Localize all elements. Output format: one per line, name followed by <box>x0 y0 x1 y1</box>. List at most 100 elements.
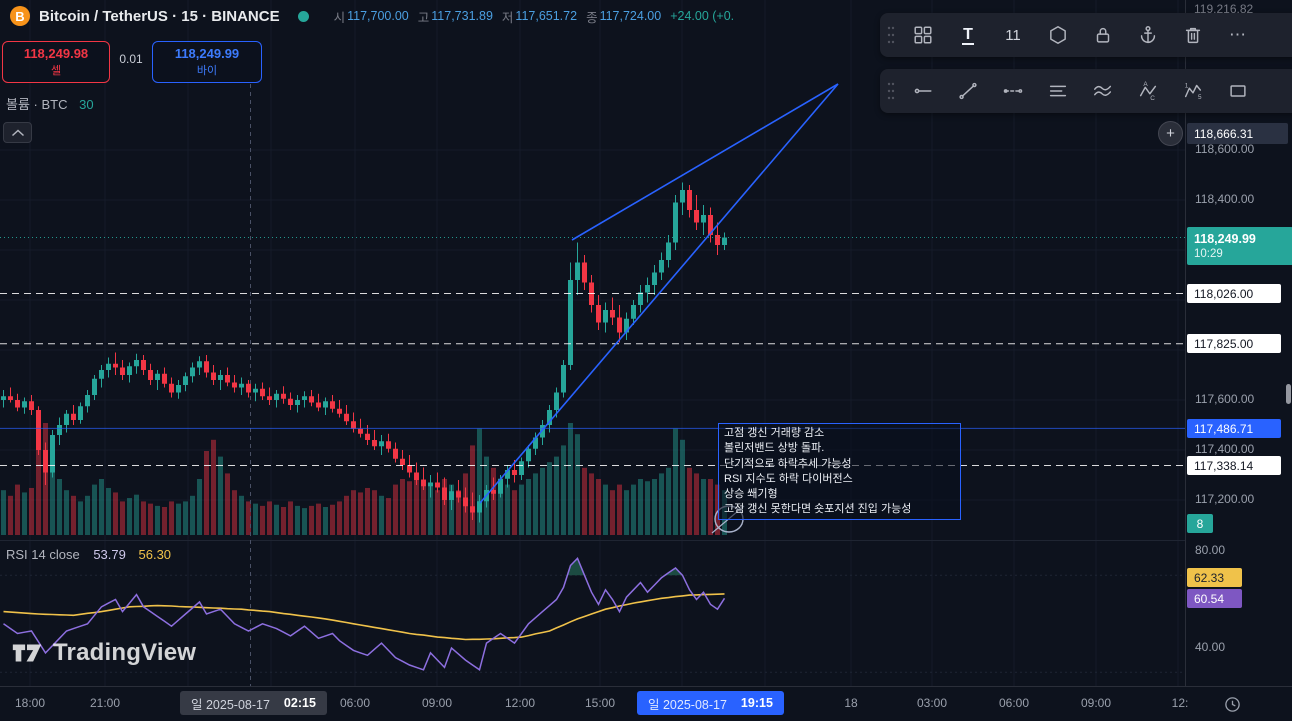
bitcoin-logo-icon[interactable]: B <box>10 6 30 26</box>
more-options-icon[interactable]: ⋯ <box>1218 17 1258 53</box>
buy-label: 바이 <box>196 65 218 77</box>
rsi-overbought-fill <box>567 558 683 576</box>
high-label: 고 <box>417 10 430 25</box>
market-status-icon[interactable] <box>297 10 309 22</box>
trend-line-icon[interactable] <box>948 73 988 109</box>
current-bar-time-label: 일 2025-08-17 19:15 <box>637 691 784 715</box>
dashed-line-icon[interactable] <box>993 73 1033 109</box>
chart-header: B Bitcoin / TetherUS · 15 · BINANCE 시 117… <box>10 6 734 26</box>
polygon-icon[interactable] <box>1038 17 1078 53</box>
trash-icon[interactable] <box>1173 17 1213 53</box>
sell-button[interactable]: 118,249.98 셀 <box>2 41 110 83</box>
level-price-label: 117,825.00 <box>1187 334 1281 353</box>
clock-icon[interactable] <box>1222 694 1242 714</box>
wave-lines-icon[interactable] <box>1083 73 1123 109</box>
horizontal-ray-icon[interactable] <box>903 73 943 109</box>
close-value: 117,724.00 <box>599 9 662 23</box>
quantity-field[interactable]: 0.01 <box>119 52 143 66</box>
tradingview-logo-icon <box>12 644 42 662</box>
close-label: 종 <box>586 10 598 25</box>
time-tick-label: 09:00 <box>1080 696 1112 710</box>
annotation-line: 상승 쐐기형 <box>724 488 778 501</box>
parallel-lines-icon[interactable] <box>1038 73 1078 109</box>
time-tick-label: 09:00 <box>421 696 453 710</box>
annotation-text-box[interactable]: 고점 갱신 거래량 감소 볼린저밴드 상방 돌파. 단기적으로 하락추세 가능성… <box>718 423 961 520</box>
level-price-label: 117,338.14 <box>1187 456 1281 475</box>
rsi-value: 53.79 <box>93 547 126 562</box>
toolbar-drag-handle[interactable] <box>884 20 898 50</box>
current-time: 19:15 <box>740 696 773 710</box>
open-label: 시 <box>333 10 346 25</box>
rsi-tick-label: 80.00 <box>1195 543 1226 557</box>
time-axis[interactable]: 18:00 21:00 06:00 09:00 12:00 15:00 18 03:00 06:… <box>0 686 1292 721</box>
buy-price: 118,249.99 <box>174 46 240 61</box>
tradingview-watermark: TradingView <box>10 636 196 670</box>
sell-price: 118,249.98 <box>23 46 89 61</box>
lock-icon[interactable] <box>1083 17 1123 53</box>
price-scale-scrollbar[interactable] <box>1286 384 1291 404</box>
volume-indicator-legend[interactable]: 볼륨 · BTC 30 <box>6 94 94 113</box>
time-tick-label: 12:00 <box>504 696 536 710</box>
low-label: 저 <box>501 10 514 25</box>
buy-button[interactable]: 118,249.99 바이 <box>152 41 262 83</box>
time-tick-label: 18:00 <box>14 696 46 710</box>
rsi-ma-line <box>3 593 725 641</box>
price-tick-label: 118,600.00 <box>1195 142 1255 156</box>
text-tool-icon[interactable]: T <box>948 17 988 53</box>
svg-text:A: A <box>1143 81 1148 88</box>
high-value: 117,731.89 <box>431 9 493 23</box>
crosshair-time-label: 일 2025-08-17 02:15 <box>180 691 327 715</box>
price-tick-label: 117,200.00 <box>1195 492 1255 506</box>
candlesticks-layer <box>1 182 727 523</box>
layout-grid-icon[interactable] <box>903 17 943 53</box>
time-tick-label: 15:00 <box>584 696 616 710</box>
last-price-label: 118,249.99 10:29 <box>1187 227 1292 265</box>
drag-dots-icon <box>887 82 895 100</box>
rsi-ma-value: 56.30 <box>138 547 172 562</box>
trendline-drawing[interactable] <box>571 83 839 241</box>
annotation-line: 고점 갱신 못한다면 숏포지션 진입 가능성 <box>724 503 912 516</box>
rectangle-tool-icon[interactable] <box>1218 73 1258 109</box>
svg-text:5: 5 <box>1198 94 1202 101</box>
time-tick-label: 03:00 <box>916 696 948 710</box>
grid-layer <box>0 0 1185 686</box>
add-alert-plus-button[interactable]: + <box>1158 121 1183 146</box>
open-value: 117,700.00 <box>347 9 409 23</box>
price-tick-label: 117,600.00 <box>1195 392 1255 406</box>
font-size-button[interactable]: 11 <box>993 17 1033 53</box>
chart-canvas[interactable] <box>0 0 1185 686</box>
rsi-tick-label: 40.00 <box>1195 640 1226 654</box>
ohlc-values: 시 117,700.00 고 117,731.89 저 117,651.72 종 117… <box>325 7 735 26</box>
watermark-text: TradingView <box>53 639 197 666</box>
collapse-pane-button[interactable] <box>3 122 32 143</box>
price-axis[interactable]: 119,216.82 118,600.00 118,400.00 117,600.0… <box>1185 0 1292 686</box>
toolbar-drag-handle[interactable] <box>884 76 898 106</box>
svg-text:C: C <box>1150 95 1155 102</box>
level-price-label: 118,026.00 <box>1187 284 1281 303</box>
last-price-value: 118,249.99 <box>1194 232 1256 246</box>
current-date: 일 2025-08-17 <box>648 697 727 712</box>
anchor-icon[interactable] <box>1128 17 1168 53</box>
time-tick-label: 06:00 <box>339 696 371 710</box>
time-tick-label: 18 <box>844 696 858 710</box>
chevron-up-icon <box>11 128 24 136</box>
rsi-indicator-legend[interactable]: RSI 14 close 53.79 56.30 <box>6 547 171 562</box>
sell-label: 셀 <box>50 65 62 77</box>
symbol-title[interactable]: Bitcoin / TetherUS · 15 · BINANCE <box>39 7 280 25</box>
price-axis-top-label: 119,216.82 <box>1194 2 1254 16</box>
crosshair-time: 02:15 <box>283 696 316 710</box>
drag-dots-icon <box>887 26 895 44</box>
rsi-ma-value-badge: 62.33 <box>1187 568 1242 587</box>
price-tick-label: 118,400.00 <box>1195 192 1255 206</box>
trendline-drawing[interactable] <box>479 83 839 504</box>
bar-countdown: 10:29 <box>1194 248 1223 260</box>
time-tick-label: 21:00 <box>89 696 121 710</box>
rsi-label: RSI 14 close <box>6 547 80 562</box>
rsi-value-badge: 60.54 <box>1187 589 1242 608</box>
drawing-settings-toolbar: T 11 ⋯ <box>880 13 1292 57</box>
crosshair-date: 일 2025-08-17 <box>191 697 270 712</box>
